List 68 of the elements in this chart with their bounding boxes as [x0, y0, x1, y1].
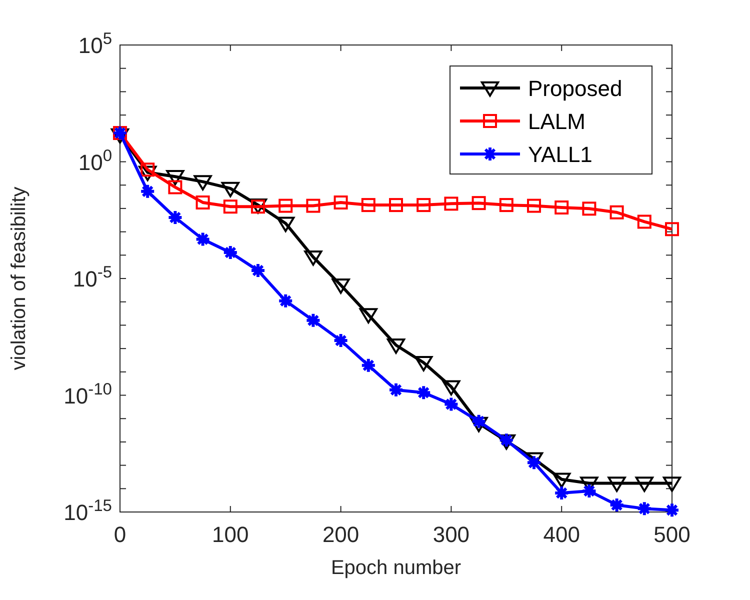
point	[662, 476, 682, 492]
point	[610, 205, 624, 220]
point	[444, 196, 458, 211]
point	[608, 496, 625, 513]
point	[554, 200, 569, 214]
point	[414, 356, 433, 372]
x-tick-label: 200	[322, 522, 360, 547]
point	[278, 198, 293, 213]
point	[389, 198, 403, 212]
point	[416, 198, 431, 212]
point	[332, 278, 350, 294]
point	[386, 338, 406, 354]
point	[221, 182, 240, 198]
point	[416, 384, 432, 401]
point	[581, 483, 598, 500]
legend-label: YALL1	[528, 142, 592, 167]
point	[278, 292, 294, 309]
y-tick-label: 10$^{0}$	[78, 146, 112, 175]
y-tick-label: 10$^{-10}$	[64, 380, 112, 408]
point	[276, 216, 295, 232]
point	[665, 222, 679, 236]
x-tick-label: 500	[654, 522, 690, 547]
point	[664, 502, 680, 518]
point	[499, 198, 514, 212]
point	[140, 183, 156, 200]
y-tick-label: 10$^{5}$	[78, 30, 112, 58]
point	[472, 196, 486, 210]
point	[222, 244, 238, 260]
point	[168, 180, 182, 194]
point	[470, 416, 488, 432]
point	[306, 198, 320, 213]
point	[388, 382, 404, 398]
point	[167, 209, 184, 226]
x-tick-label: 100	[212, 522, 249, 547]
point	[552, 472, 571, 488]
point	[636, 500, 652, 517]
point	[608, 476, 626, 492]
point	[526, 454, 542, 471]
y-tick-label: 10$^{-5}$	[72, 264, 112, 292]
point	[359, 308, 378, 324]
point	[304, 250, 322, 266]
y-axis-title: violation of feasibility	[8, 186, 30, 370]
point	[527, 198, 541, 213]
point	[194, 175, 212, 190]
point	[582, 202, 596, 216]
point	[196, 195, 210, 210]
point	[334, 195, 348, 210]
point	[361, 198, 376, 212]
point	[637, 214, 652, 229]
point	[250, 262, 266, 279]
point	[442, 380, 460, 396]
point	[443, 396, 460, 412]
y-tick-label: 10$^{-15}$	[64, 497, 112, 525]
point	[305, 312, 322, 328]
x-axis-title: Epoch number	[330, 557, 462, 579]
point	[166, 170, 184, 186]
point	[554, 485, 570, 502]
point	[138, 166, 157, 182]
point	[194, 231, 211, 248]
point	[360, 357, 376, 374]
point	[223, 200, 238, 214]
x-tick-label: 0	[114, 522, 126, 547]
point	[332, 332, 349, 349]
legend-label: Proposed	[528, 76, 622, 101]
x-tick-label: 400	[543, 522, 580, 547]
legend-label: LALM	[528, 109, 586, 134]
point	[635, 476, 654, 492]
x-tick-label: 300	[432, 522, 470, 547]
